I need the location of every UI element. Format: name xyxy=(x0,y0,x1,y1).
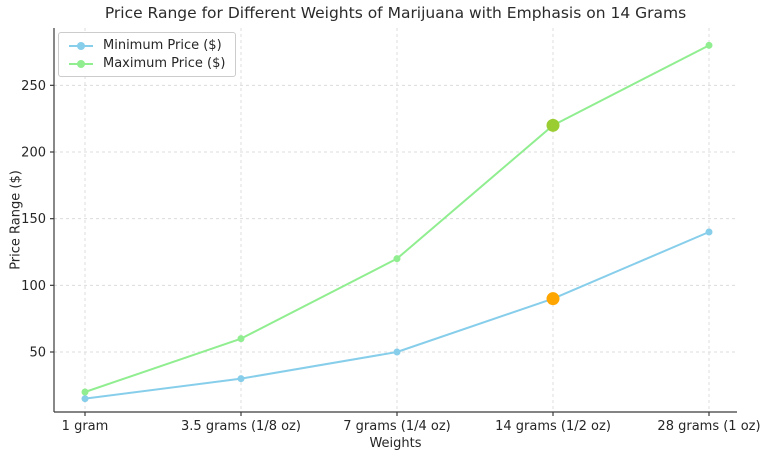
y-axis-title: Price Range ($) xyxy=(8,170,24,270)
y-tick-label: 250 xyxy=(21,79,46,94)
x-tick-label: 7 grams (1/4 oz) xyxy=(343,419,451,434)
y-tick-label: 50 xyxy=(29,346,46,361)
legend-item-maximum-price: Maximum Price ($) xyxy=(67,56,225,71)
line-marker-icon xyxy=(69,41,93,50)
line-marker-icon xyxy=(69,59,93,68)
x-tick-label: 14 grams (1/2 oz) xyxy=(495,419,611,434)
data-point-marker xyxy=(81,388,89,396)
y-tick-label: 100 xyxy=(21,279,46,294)
emphasis-point-marker xyxy=(546,118,560,132)
data-point-marker xyxy=(393,255,401,263)
y-tick-label: 200 xyxy=(21,146,46,161)
x-tick-label: 1 gram xyxy=(62,419,109,434)
legend-item-minimum-price: Minimum Price ($) xyxy=(67,38,225,53)
chart-title: Price Range for Different Weights of Mar… xyxy=(104,4,687,22)
x-tick-label: 28 grams (1 oz) xyxy=(657,419,760,434)
y-tick-label: 150 xyxy=(21,212,46,227)
emphasis-point-marker xyxy=(546,292,560,306)
data-point-marker xyxy=(393,348,401,356)
data-point-marker xyxy=(237,375,245,383)
data-point-marker xyxy=(705,228,713,236)
legend: Minimum Price ($) Maximum Price ($) xyxy=(58,32,237,77)
data-point-marker xyxy=(237,335,245,343)
data-point-marker xyxy=(705,41,713,49)
x-axis-title: Weights xyxy=(369,436,422,451)
legend-label-minimum-price: Minimum Price ($) xyxy=(103,38,222,53)
data-point-marker xyxy=(81,395,89,403)
legend-label-maximum-price: Maximum Price ($) xyxy=(103,56,226,71)
x-tick-label: 3.5 grams (1/8 oz) xyxy=(181,419,301,434)
